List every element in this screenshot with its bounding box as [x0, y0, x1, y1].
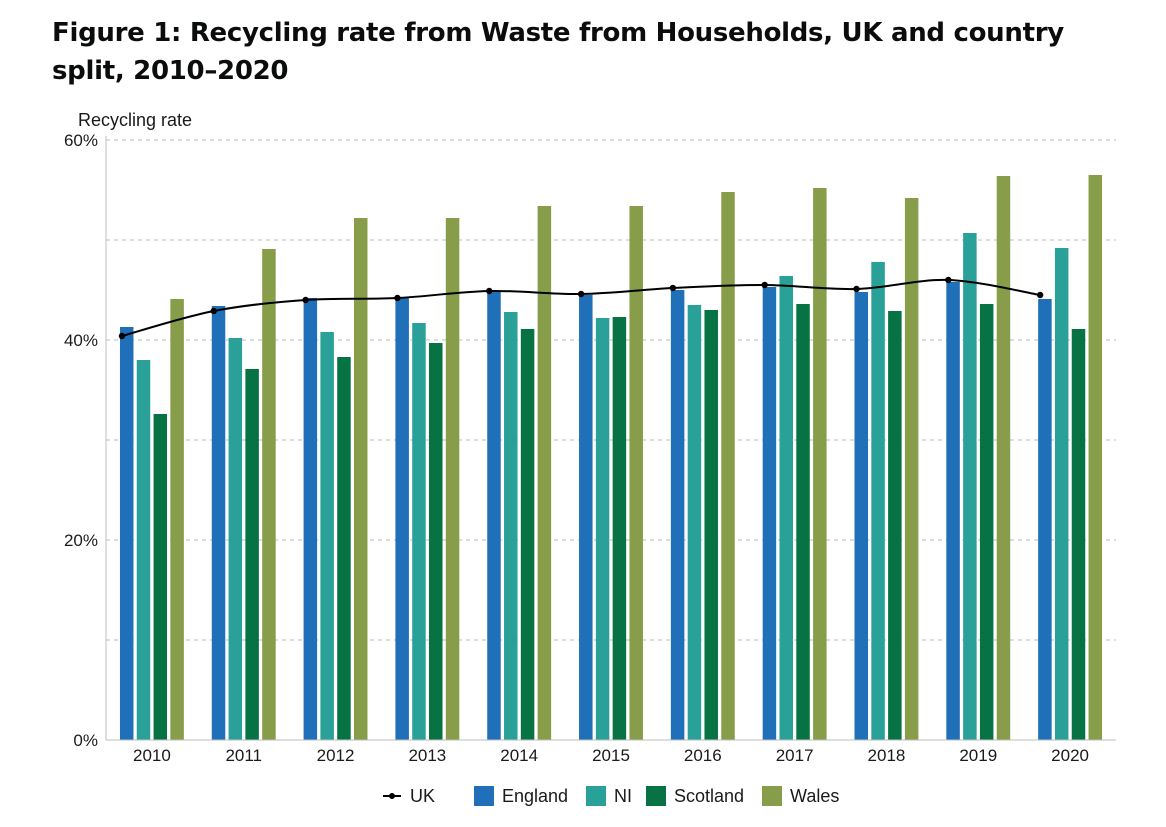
- legend-swatch-england: [474, 786, 494, 806]
- bar-england-2011: [211, 306, 226, 740]
- x-tick-label: 2012: [317, 746, 355, 765]
- bar-scotland-2015: [612, 317, 627, 740]
- bar-scotland-2013: [429, 343, 443, 740]
- bar-ni-2016: [687, 305, 702, 740]
- bar-ni-2011: [228, 338, 243, 740]
- x-tick-label: 2017: [776, 746, 814, 765]
- legend-label-wales: Wales: [790, 786, 839, 806]
- legend-swatch-scotland: [646, 786, 666, 806]
- uk-point-2014: [486, 287, 493, 295]
- legend-label-ni: NI: [614, 786, 632, 806]
- legend-swatch-ni: [586, 786, 606, 806]
- bar-england-2020: [1038, 299, 1052, 740]
- bar-wales-2011: [262, 249, 276, 740]
- x-tick-label: 2015: [592, 746, 630, 765]
- bar-wales-2019: [996, 176, 1011, 740]
- uk-point-2018: [853, 285, 860, 293]
- x-tick-label: 2018: [868, 746, 906, 765]
- bar-wales-2012: [353, 218, 368, 740]
- bar-england-2014: [487, 292, 501, 740]
- bar-wales-2015: [629, 206, 643, 740]
- legend-label-scotland: Scotland: [674, 786, 744, 806]
- bar-wales-2017: [813, 188, 827, 740]
- bar-scotland-2010: [153, 414, 168, 740]
- bar-ni-2012: [320, 332, 334, 740]
- legend-swatch-wales: [762, 786, 782, 806]
- x-tick-label: 2013: [408, 746, 446, 765]
- bar-scotland-2014: [520, 329, 535, 740]
- x-tick-label: 2011: [225, 746, 262, 765]
- x-tick-label: 2019: [959, 746, 997, 765]
- bar-ni-2020: [1054, 248, 1069, 740]
- uk-point-2016: [669, 284, 677, 292]
- bar-wales-2018: [904, 198, 919, 740]
- bar-ni-2017: [779, 276, 793, 740]
- y-axis: Recycling rate 0% 20% 40% 60%: [64, 110, 192, 750]
- bar-wales-2013: [445, 218, 460, 740]
- bar-scotland-2012: [337, 357, 351, 740]
- legend-uk-marker: [389, 793, 395, 799]
- bar-england-2019: [946, 282, 960, 740]
- bar-scotland-2011: [245, 369, 259, 740]
- bar-ni-2010: [136, 360, 151, 740]
- uk-point-2013: [394, 294, 401, 302]
- legend-label-england: England: [502, 786, 568, 806]
- bar-england-2017: [762, 287, 777, 740]
- y-tick-label: 60%: [64, 131, 98, 150]
- bar-scotland-2016: [704, 310, 718, 740]
- bar-wales-2014: [537, 206, 552, 740]
- bar-england-2016: [670, 290, 685, 740]
- uk-point-2020: [1036, 291, 1044, 299]
- y-tick-label: 20%: [64, 531, 98, 550]
- uk-line: [118, 276, 1044, 340]
- bar-england-2013: [395, 298, 409, 740]
- bar-wales-2010: [170, 299, 184, 740]
- uk-point-2012: [302, 296, 309, 304]
- bar-england-2010: [119, 327, 134, 740]
- x-tick-label: 2016: [684, 746, 722, 765]
- bar-ni-2018: [871, 262, 885, 740]
- bar-england-2018: [854, 292, 869, 740]
- bar-scotland-2019: [979, 304, 994, 740]
- bar-ni-2013: [412, 323, 426, 740]
- bar-england-2012: [303, 298, 318, 740]
- x-tick-label: 2014: [500, 746, 538, 765]
- bars: [119, 175, 1103, 740]
- uk-point-2015: [577, 290, 585, 298]
- bar-england-2015: [579, 295, 593, 740]
- bar-scotland-2020: [1071, 329, 1086, 740]
- bar-scotland-2017: [796, 304, 810, 740]
- bar-wales-2016: [721, 192, 735, 740]
- chart-title: Figure 1: Recycling rate from Waste from…: [52, 18, 1064, 86]
- x-axis: 2010 2011 2012 2013 2014 2015 2016 2017 2018 2019…: [106, 739, 1116, 765]
- bar-ni-2014: [504, 312, 518, 740]
- bar-scotland-2018: [888, 311, 902, 740]
- y-axis-label: Recycling rate: [78, 110, 192, 130]
- bar-wales-2020: [1088, 175, 1103, 740]
- y-tick-label: 0%: [73, 731, 98, 750]
- uk-point-2010: [118, 332, 126, 340]
- bar-ni-2015: [595, 318, 610, 740]
- y-tick-label: 40%: [64, 331, 98, 350]
- bar-ni-2019: [963, 233, 977, 740]
- x-tick-label: 2010: [133, 746, 171, 765]
- x-tick-label: 2020: [1051, 746, 1089, 765]
- uk-point-2017: [761, 281, 768, 289]
- uk-point-2019: [945, 276, 952, 284]
- uk-point-2011: [210, 307, 217, 315]
- legend: UK England NI Scotland Wales: [383, 786, 839, 806]
- legend-label-uk: UK: [410, 786, 435, 806]
